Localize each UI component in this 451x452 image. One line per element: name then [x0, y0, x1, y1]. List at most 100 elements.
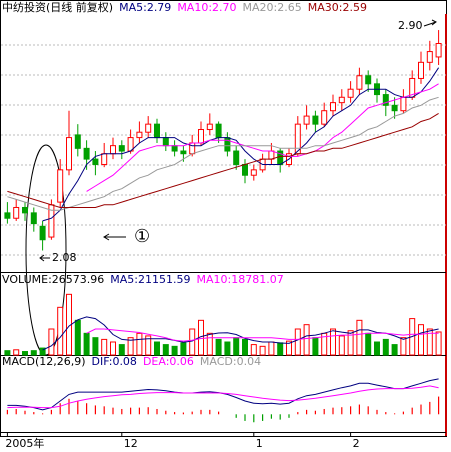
legend-entry: MA5:21151.59 — [110, 273, 190, 286]
volume-bar — [382, 338, 389, 356]
volume-bar — [13, 349, 20, 356]
frame — [0, 0, 447, 437]
candle-body — [13, 206, 20, 219]
volume-bar — [118, 344, 125, 356]
candle-body — [303, 115, 310, 125]
x-tick-label: 1 — [256, 437, 263, 450]
volume-bar — [22, 351, 28, 356]
candle-body — [215, 123, 222, 139]
volume-bar — [356, 319, 363, 356]
volume-bar — [74, 319, 81, 356]
legend-entry: MA10:2.70 — [177, 1, 236, 14]
annotation-arrow — [39, 254, 50, 262]
volume-bar — [39, 347, 46, 356]
x-tick-label: 2 — [353, 437, 360, 450]
volume-bar — [391, 344, 398, 356]
volume-bar — [242, 338, 248, 356]
series-line — [7, 112, 439, 208]
volume-bar — [57, 306, 64, 356]
candle-body — [347, 88, 354, 98]
volume-bar — [92, 337, 99, 356]
volume-bar — [365, 332, 372, 356]
candle-body — [382, 94, 389, 106]
candle-body — [198, 129, 204, 144]
volume-bar — [347, 330, 354, 356]
candle-body — [206, 123, 213, 131]
volume-bar — [400, 337, 407, 356]
volume-bar — [426, 328, 433, 356]
volume-bar — [101, 338, 108, 356]
annotation: ① — [134, 226, 150, 247]
volume-bar — [215, 338, 222, 356]
annotation-arrow — [423, 19, 437, 27]
candle-body — [74, 134, 81, 149]
candle-body — [30, 212, 37, 225]
annotation: 2.90 — [398, 19, 423, 32]
volume-bar — [268, 341, 275, 356]
series-line — [86, 328, 439, 342]
annotation: 2.08 — [52, 251, 77, 264]
candle-body — [66, 137, 72, 171]
candle-body — [22, 206, 28, 214]
candle-body — [391, 104, 398, 112]
volume-bar — [312, 337, 319, 356]
volume-bar — [171, 345, 178, 356]
candle-body — [136, 131, 143, 139]
candle-body — [268, 150, 275, 160]
volume-bar — [136, 332, 143, 356]
candle-body — [250, 169, 257, 176]
legend-entry: MA5:2.79 — [119, 1, 171, 14]
volume-bar — [145, 335, 152, 356]
legend-entry: DEA:0.06 — [143, 355, 194, 368]
volume-bar — [303, 324, 310, 356]
series-line — [86, 83, 439, 192]
volume-bar — [286, 340, 292, 356]
volume-bar — [418, 324, 424, 356]
legend-entry: MACD:0.04 — [200, 355, 261, 368]
volume-bar — [48, 328, 55, 356]
candle-body — [321, 110, 328, 125]
candle-body — [233, 150, 240, 165]
volume-bar — [374, 341, 380, 356]
x-tick-label: 2005年 — [5, 436, 44, 450]
volume-bar — [259, 345, 266, 356]
volume-bar — [180, 342, 187, 356]
candle-body — [312, 115, 319, 125]
volume-bar — [435, 331, 442, 356]
volume-bar — [277, 342, 284, 356]
candle-body — [189, 142, 196, 155]
candle-body — [92, 158, 99, 165]
legend-entry: MA10:18781.07 — [196, 273, 283, 286]
candle-body — [365, 75, 372, 85]
candle-body — [426, 51, 433, 63]
candle-body — [171, 145, 178, 152]
legend-entry: MACD(12,26,9) — [2, 355, 86, 368]
candle-body — [162, 137, 169, 147]
legend-entry: MA20:2.65 — [243, 1, 302, 14]
volume-bar — [224, 341, 231, 356]
candle-body — [110, 145, 116, 155]
volume-bar — [127, 337, 134, 356]
candle-body — [224, 137, 231, 152]
volume-bar — [294, 328, 301, 356]
volume-bar — [330, 328, 336, 356]
volume-bar — [110, 341, 116, 356]
candle-body — [435, 43, 442, 58]
legend-entry: DIF:0.08 — [92, 355, 137, 368]
candle-body — [356, 75, 363, 90]
volume-bar — [250, 344, 257, 356]
candle-body — [4, 212, 11, 219]
candle-body — [39, 225, 46, 241]
candle-body — [400, 96, 407, 112]
annotation-arrow — [103, 233, 126, 241]
candle-body — [57, 169, 64, 203]
candle-body — [330, 102, 336, 112]
legend-entry: MA30:2.59 — [308, 1, 367, 14]
candle-body — [418, 61, 424, 79]
series-line — [7, 96, 439, 211]
candle-body — [145, 123, 152, 133]
candle-body — [83, 147, 90, 160]
candle-body — [338, 96, 345, 104]
candle-body — [118, 145, 125, 152]
